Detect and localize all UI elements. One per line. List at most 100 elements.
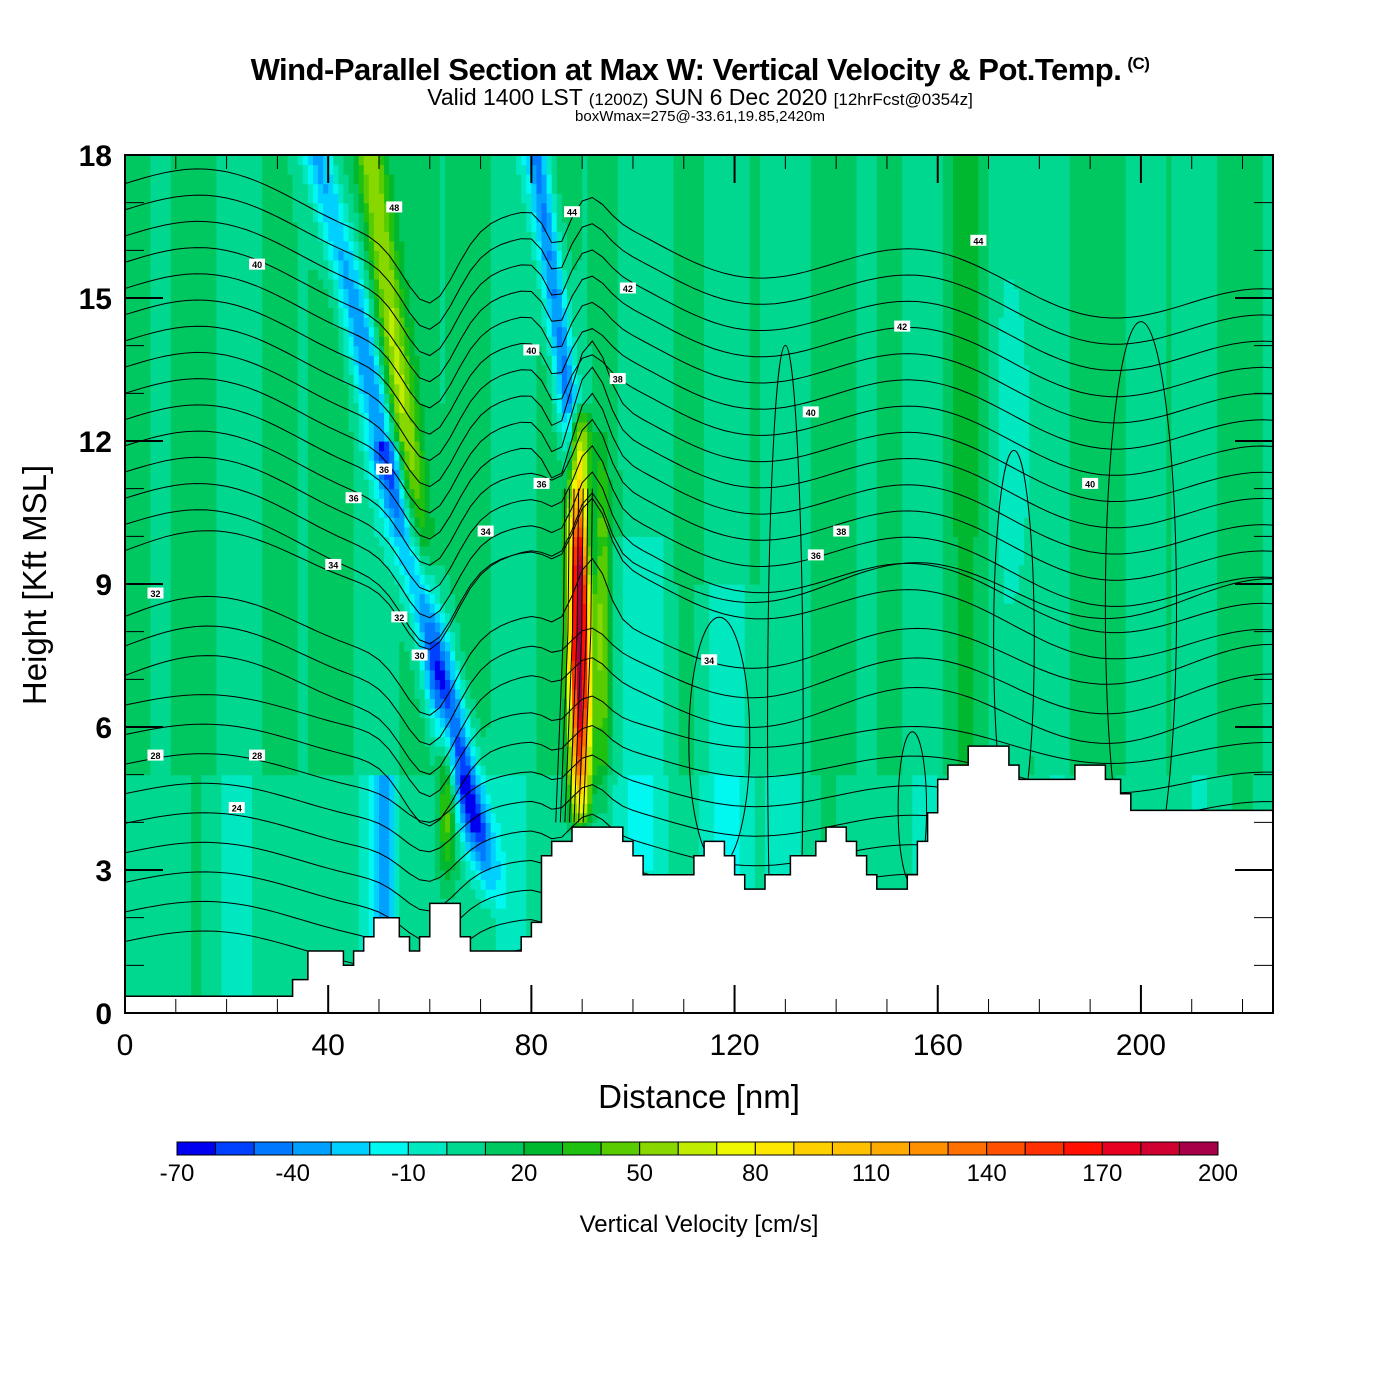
field-cell: [404, 326, 411, 356]
field-cell: [841, 155, 847, 776]
field-cell: [348, 355, 355, 375]
field-cell: [577, 421, 583, 433]
field-cell: [363, 450, 370, 480]
field-cell: [551, 355, 558, 375]
valid-date: SUN 6 Dec 2020: [654, 84, 828, 110]
field-cell: [572, 441, 578, 461]
field-cell: [439, 841, 446, 871]
field-cell: [450, 155, 456, 595]
field-cell: [221, 774, 228, 1013]
theta-contour: [125, 247, 1273, 398]
terrain-fill: [125, 746, 1273, 1013]
contour-label-bg: [249, 258, 266, 270]
field-cell: [343, 774, 350, 1013]
field-cell: [384, 174, 390, 204]
contour-label: 48: [386, 201, 403, 213]
field-cell: [414, 622, 421, 642]
field-cell: [363, 393, 370, 413]
theta-contour: [125, 168, 1273, 319]
field-cell: [551, 155, 558, 194]
field-cell: [1176, 155, 1183, 1013]
field-cell: [886, 155, 893, 776]
field-cell: [429, 574, 436, 595]
chart-title-text: Wind-Parallel Section at Max W: Vertical…: [250, 52, 1122, 87]
field-cell: [465, 155, 472, 680]
field-cell: [861, 155, 868, 1013]
field-cell: [424, 746, 431, 776]
field-cell: [561, 355, 568, 394]
field-cell: [597, 603, 604, 671]
contour-label: 42: [619, 282, 636, 294]
field-cell: [353, 212, 360, 242]
field-cell: [602, 431, 609, 471]
field-cell: [394, 421, 400, 433]
contour-label-bg: [147, 587, 164, 599]
field-cell: [759, 155, 766, 1013]
field-cell: [1064, 155, 1071, 1013]
field-cell: [551, 250, 558, 290]
field-cell: [897, 155, 903, 776]
field-cell: [465, 746, 472, 757]
colorbar-swatch: [176, 1141, 217, 1156]
y-tick-label: 12: [79, 426, 112, 459]
field-cell: [445, 736, 451, 747]
field-cell: [582, 812, 588, 823]
field-cell: [429, 603, 436, 614]
field-cell: [521, 202, 527, 776]
field-cell: [739, 155, 746, 585]
colorbar-tick-label: -40: [275, 1160, 310, 1187]
theta-contour: [125, 694, 1273, 798]
field-cell: [175, 155, 182, 776]
field-cell: [892, 155, 898, 776]
field-cell: [566, 402, 573, 413]
field-cell: [389, 441, 395, 452]
field-cell: [566, 450, 573, 461]
field-cell: [378, 374, 385, 385]
field-cell: [378, 441, 385, 452]
field-cell: [445, 612, 451, 633]
field-cell: [699, 584, 705, 776]
colorbar-tick-label: 80: [742, 1160, 769, 1187]
field-cell: [810, 155, 817, 776]
field-cell: [312, 164, 319, 185]
field-cell: [617, 155, 624, 471]
field-cell: [485, 898, 492, 909]
field-cell: [683, 155, 690, 776]
field-cell: [414, 441, 421, 499]
field-cell: [450, 812, 456, 871]
field-cell: [739, 584, 746, 1013]
field-cell: [424, 774, 431, 1013]
field-cell: [597, 431, 604, 461]
field-cell: [399, 240, 405, 290]
field-cell: [389, 307, 395, 347]
field-cell: [572, 412, 578, 423]
field-cell: [460, 841, 466, 862]
field-cell: [409, 507, 416, 518]
field-cell: [602, 765, 609, 776]
colorbar-swatch: [407, 1141, 448, 1156]
field-cell: [577, 545, 583, 556]
field-cell: [572, 269, 578, 337]
field-cell: [318, 183, 324, 204]
field-cell: [333, 193, 339, 261]
field-cell: [135, 774, 141, 1013]
contour-label-bg: [807, 549, 824, 561]
field-cell: [353, 183, 360, 213]
field-cell: [404, 574, 411, 595]
contour-label-text: 40: [1085, 479, 1095, 489]
field-cell: [546, 155, 553, 175]
field-cell: [551, 374, 558, 404]
field-cell: [170, 774, 177, 1013]
field-cell: [912, 155, 919, 776]
field-cell: [770, 155, 776, 776]
field-cell: [577, 488, 583, 499]
field-cell: [582, 545, 588, 556]
field-cell: [434, 688, 441, 709]
field-cell: [353, 269, 360, 290]
field-cell: [328, 774, 334, 1013]
field-cell: [531, 164, 538, 185]
field-cell: [394, 517, 400, 537]
field-cell: [389, 402, 395, 413]
field-cell: [318, 221, 324, 242]
field-cell: [561, 269, 568, 290]
